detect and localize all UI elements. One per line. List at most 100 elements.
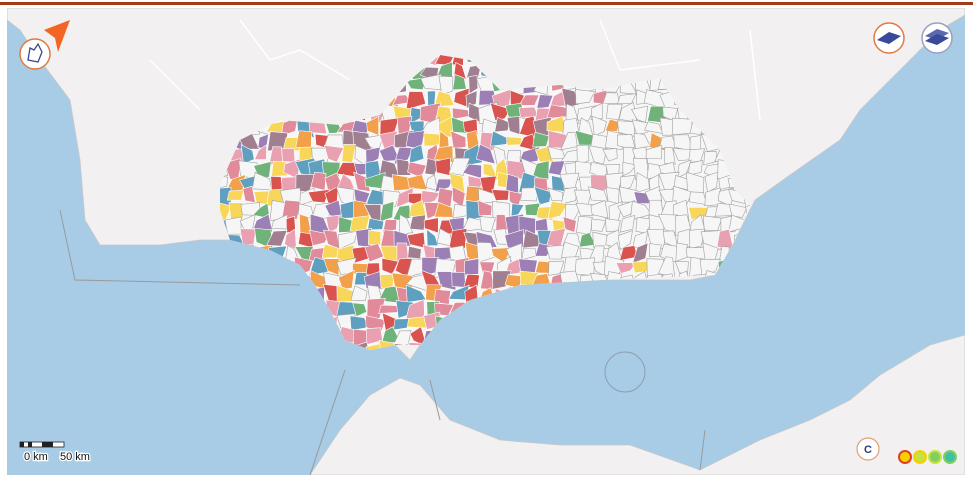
municipality[interactable] [407, 245, 422, 259]
municipality[interactable] [408, 144, 425, 164]
municipality[interactable] [435, 157, 451, 176]
municipality[interactable] [367, 217, 385, 231]
municipality[interactable] [510, 203, 525, 217]
municipality[interactable] [591, 115, 607, 137]
municipality[interactable] [480, 270, 495, 290]
municipality[interactable] [632, 242, 649, 264]
municipality[interactable] [338, 269, 355, 290]
municipality[interactable] [382, 190, 401, 208]
municipality[interactable] [438, 75, 454, 95]
municipality[interactable] [464, 258, 480, 276]
municipality[interactable] [505, 136, 522, 146]
municipality[interactable] [271, 214, 289, 230]
municipality[interactable] [590, 102, 603, 121]
municipality[interactable] [492, 270, 512, 290]
municipality[interactable] [254, 144, 267, 160]
municipality[interactable] [728, 203, 748, 218]
municipality[interactable] [251, 213, 273, 233]
municipality[interactable] [336, 284, 356, 303]
municipality[interactable] [475, 143, 496, 165]
municipality[interactable] [574, 257, 595, 276]
municipality[interactable] [687, 160, 703, 176]
municipality[interactable] [675, 242, 688, 262]
municipality[interactable] [323, 258, 340, 276]
municipality[interactable] [561, 87, 580, 109]
municipality[interactable] [350, 285, 368, 301]
municipality[interactable] [399, 213, 414, 235]
hand-button[interactable] [19, 38, 51, 70]
municipality[interactable] [423, 217, 439, 234]
municipality[interactable] [562, 216, 577, 233]
municipality[interactable] [450, 130, 467, 149]
municipality[interactable] [703, 151, 717, 166]
municipality[interactable] [532, 160, 550, 181]
municipality[interactable] [533, 186, 552, 206]
municipality[interactable] [575, 89, 595, 105]
municipality[interactable] [479, 216, 496, 233]
municipality[interactable] [325, 214, 343, 234]
municipality[interactable] [645, 144, 663, 160]
municipality[interactable] [576, 105, 597, 122]
municipality[interactable] [590, 200, 609, 219]
municipality[interactable] [465, 90, 478, 110]
municipality[interactable] [240, 144, 255, 165]
attribution-button[interactable] [856, 437, 880, 461]
municipality[interactable] [242, 185, 256, 203]
locate-control[interactable] [19, 20, 70, 70]
municipality[interactable] [307, 189, 330, 204]
municipality[interactable] [588, 145, 608, 165]
municipality[interactable] [491, 189, 510, 201]
municipality[interactable] [228, 202, 244, 222]
municipality[interactable] [605, 218, 621, 232]
municipality[interactable] [588, 186, 609, 202]
municipality[interactable] [281, 148, 296, 163]
attribution-control[interactable]: C [856, 437, 880, 461]
municipality[interactable] [379, 200, 395, 223]
municipality[interactable] [575, 216, 593, 235]
municipality[interactable] [405, 91, 427, 111]
municipality[interactable] [433, 90, 455, 108]
municipality[interactable] [605, 186, 620, 205]
municipality[interactable] [591, 218, 607, 232]
municipality[interactable] [224, 216, 242, 235]
municipality[interactable] [704, 171, 719, 193]
municipality[interactable] [664, 146, 676, 165]
municipality[interactable] [518, 94, 540, 106]
municipality[interactable] [365, 146, 381, 166]
municipality[interactable] [606, 103, 623, 121]
municipality[interactable] [409, 200, 427, 218]
layer-controls[interactable] [873, 22, 953, 54]
municipality[interactable] [463, 273, 480, 289]
municipality[interactable] [631, 260, 649, 274]
municipality[interactable] [477, 199, 493, 216]
municipality[interactable] [615, 262, 637, 274]
municipality[interactable] [378, 304, 399, 314]
municipality[interactable] [391, 204, 412, 222]
municipality[interactable] [365, 342, 383, 355]
municipality[interactable] [266, 230, 288, 247]
municipality[interactable] [602, 148, 618, 162]
municipality[interactable] [532, 131, 550, 148]
municipality[interactable] [560, 186, 577, 205]
municipality[interactable] [409, 214, 426, 231]
municipality[interactable] [576, 144, 590, 166]
municipality[interactable] [617, 230, 633, 251]
municipality[interactable] [392, 174, 411, 192]
municipality[interactable] [368, 229, 381, 246]
municipality[interactable] [635, 172, 650, 194]
municipality[interactable] [622, 161, 637, 177]
municipality[interactable] [352, 302, 368, 317]
municipality[interactable] [518, 106, 539, 118]
municipality[interactable] [396, 158, 412, 176]
municipality[interactable] [490, 130, 508, 147]
municipality[interactable] [689, 228, 705, 250]
municipality[interactable] [619, 214, 636, 233]
municipality[interactable] [649, 243, 662, 257]
municipality[interactable] [547, 200, 569, 220]
municipality[interactable] [604, 118, 621, 132]
municipality[interactable] [520, 187, 540, 202]
municipality[interactable] [226, 189, 245, 201]
municipality[interactable] [699, 258, 721, 279]
municipality[interactable] [671, 117, 693, 136]
municipality[interactable] [423, 132, 443, 147]
